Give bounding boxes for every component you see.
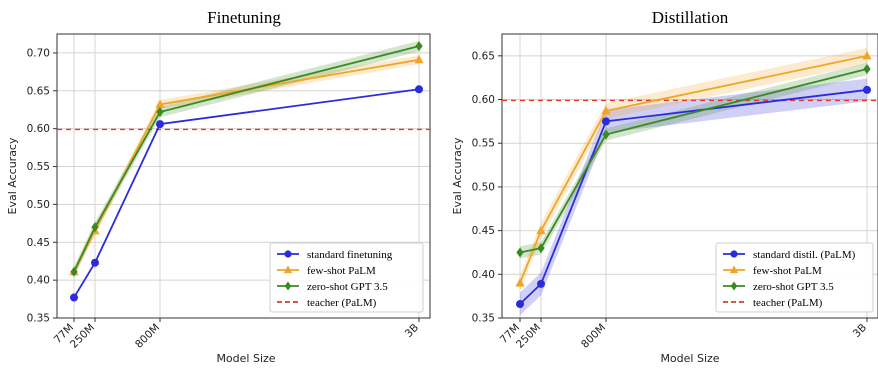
y-tick-label: 0.60 — [27, 123, 50, 135]
plot-frame — [501, 33, 878, 319]
x-axis-label: Model Size — [660, 352, 719, 365]
legend-marker — [284, 281, 292, 291]
legend-label: zero-shot GPT 3.5 — [753, 281, 834, 293]
y-tick-label: 0.50 — [472, 181, 495, 193]
y-tick-label: 0.35 — [27, 313, 50, 325]
chart-panel-finetuning: Finetuning 0.35 0.40 0.45 0.50 0.55 0.60 0.65 0.… — [6, 8, 431, 365]
data-point-1-0 — [515, 278, 525, 287]
y-axis-label: Eval Accuracy — [6, 137, 19, 214]
y-tick-label: 0.35 — [472, 313, 495, 325]
series-line-0 — [519, 89, 868, 305]
series-band-0 — [520, 78, 867, 316]
y-tick-label: 0.70 — [27, 47, 50, 59]
x-tick-label: 250M — [514, 322, 543, 351]
data-point-1-2 — [601, 105, 611, 115]
legend-marker — [730, 281, 738, 291]
chart-title: Distillation — [652, 8, 729, 27]
y-axis-label: Eval Accuracy — [451, 137, 464, 214]
legend-marker — [729, 265, 739, 274]
x-tick-label: 800M — [133, 322, 162, 351]
series-line-0 — [73, 88, 420, 299]
data-point-0-2 — [602, 117, 610, 126]
x-axis-label: Model Size — [216, 352, 275, 365]
legend: standard finetuning few-shot PaLM zero-sho… — [269, 242, 424, 313]
chart-title: Finetuning — [207, 8, 281, 27]
data-point-2-3 — [415, 41, 423, 52]
data-point-0-0 — [516, 300, 524, 309]
series-line-2 — [73, 45, 420, 273]
legend-label: few-shot PaLM — [753, 265, 822, 277]
legend-label: teacher (PaLM) — [307, 297, 377, 309]
x-tick-label: 250M — [68, 322, 97, 351]
legend-box — [715, 242, 874, 313]
chart-panel-distillation: Distillation 0.35 0.40 0.45 0.50 0.55 0.60 0.65… — [451, 8, 878, 365]
series-band-2 — [74, 40, 419, 278]
y-tick-label: 0.45 — [472, 225, 495, 237]
data-point-2-1 — [537, 243, 545, 254]
legend-box — [269, 242, 424, 313]
y-tick-label: 0.55 — [27, 161, 50, 173]
data-point-0-3 — [415, 85, 423, 94]
y-tick-label: 0.60 — [472, 94, 495, 106]
data-point-1-1 — [536, 225, 546, 235]
y-tick-label: 0.45 — [27, 237, 50, 249]
x-tick-label: 800M — [579, 322, 608, 351]
data-point-2-0 — [70, 266, 78, 277]
data-point-2-2 — [602, 129, 610, 140]
legend-marker — [284, 250, 292, 258]
data-point-0-1 — [537, 279, 545, 288]
legend-marker — [283, 265, 293, 274]
data-point-2-2 — [156, 107, 164, 118]
legend-label: zero-shot GPT 3.5 — [307, 281, 388, 293]
data-point-1-3 — [862, 50, 872, 60]
data-point-0-3 — [863, 85, 871, 94]
legend-label: teacher (PaLM) — [753, 297, 823, 309]
y-tick-label: 0.65 — [27, 85, 50, 97]
y-tick-label: 0.50 — [27, 199, 50, 211]
legend: standard distil. (PaLM) few-shot PaLM zero… — [715, 242, 874, 313]
x-tick-label: 3B — [403, 322, 421, 340]
data-point-0-0 — [70, 293, 78, 302]
data-point-1-3 — [414, 54, 424, 64]
legend-marker — [730, 250, 738, 258]
data-point-1-2 — [155, 99, 165, 108]
y-tick-label: 0.40 — [27, 275, 50, 287]
legend-label: standard distil. (PaLM) — [753, 249, 856, 261]
data-point-2-1 — [91, 222, 99, 233]
legend-label: few-shot PaLM — [307, 265, 376, 277]
y-tick-label: 0.65 — [472, 50, 495, 62]
data-point-0-2 — [156, 120, 164, 129]
series-line-1 — [519, 54, 868, 284]
data-point-2-0 — [516, 247, 524, 258]
x-tick-label: 3B — [851, 322, 869, 340]
data-point-0-1 — [91, 258, 99, 267]
plot-frame — [56, 33, 431, 319]
data-point-2-3 — [863, 63, 871, 74]
series-line-2 — [519, 68, 868, 254]
legend-label: standard finetuning — [307, 249, 393, 261]
y-tick-label: 0.55 — [472, 138, 495, 150]
y-tick-label: 0.40 — [472, 269, 495, 281]
